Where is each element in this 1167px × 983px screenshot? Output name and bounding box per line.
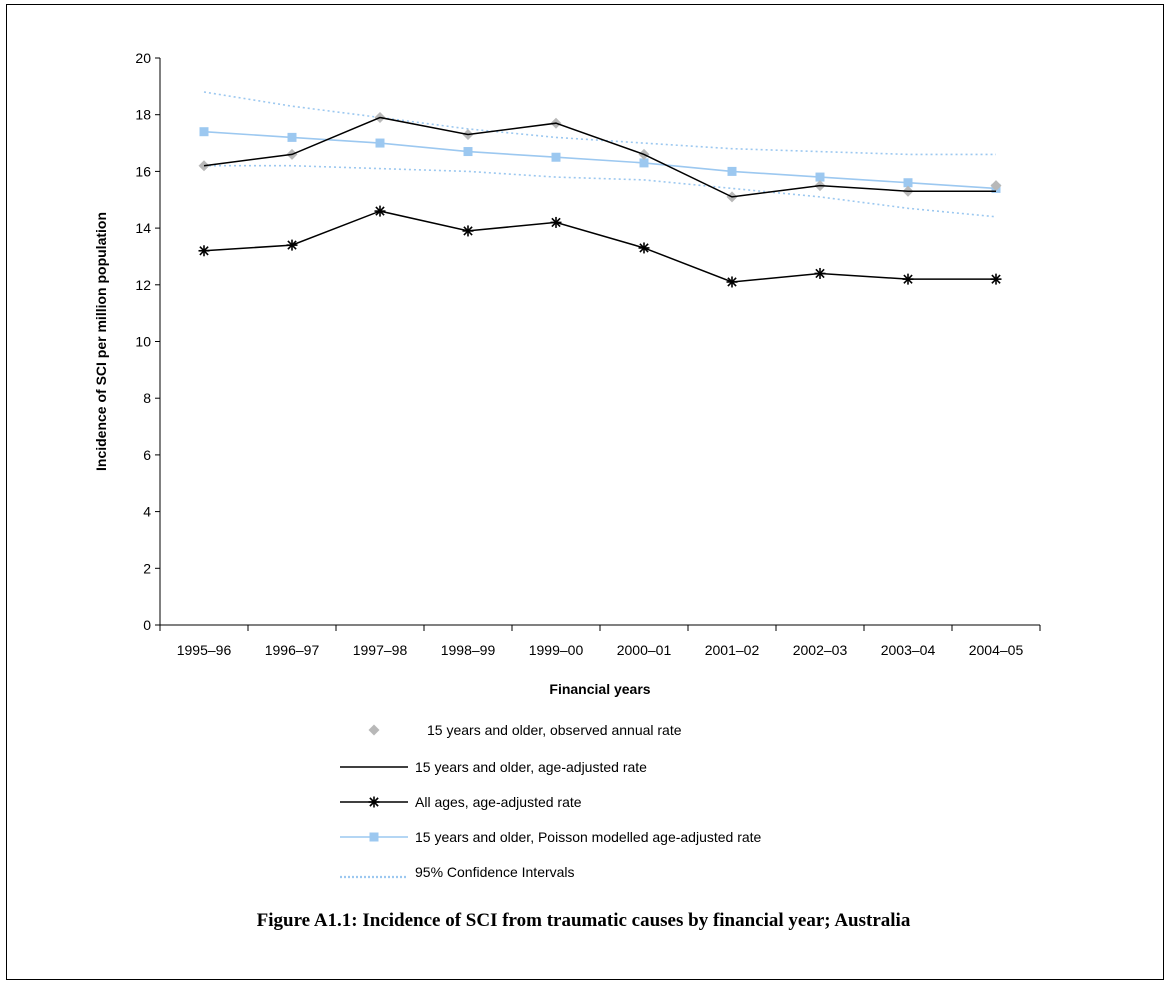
- y-tick-label: 10: [135, 334, 151, 350]
- all-ages-point: [198, 245, 210, 257]
- y-tick-label: 6: [143, 447, 151, 463]
- all-ages-point: [726, 276, 738, 288]
- line-chart: 0 2 4 6 8 10 12 14 16 18 20 1995–96 1996–97 1997–98 19…: [93, 50, 1041, 880]
- poisson-point: [199, 127, 209, 137]
- x-tick-label: 1996–97: [265, 642, 320, 658]
- x-tick-label: 1998–99: [441, 642, 496, 658]
- star-stroke: [463, 226, 473, 236]
- star-stroke: [903, 274, 913, 284]
- observed-point: [198, 160, 210, 172]
- y-tick-label: 14: [135, 220, 151, 236]
- star-stroke: [369, 797, 379, 807]
- poisson-line: [203, 130, 997, 190]
- plot-area: [198, 91, 1002, 288]
- all-ages-point: [638, 242, 650, 254]
- all-ages-point: [462, 225, 474, 237]
- y-tick-label: 20: [135, 50, 151, 66]
- ci-upper-line: [203, 91, 996, 156]
- poisson-point: [287, 132, 297, 142]
- x-tick-label: 1997–98: [353, 642, 408, 658]
- star-stroke: [727, 277, 737, 287]
- legend-label: All ages, age-adjusted rate: [415, 794, 582, 810]
- y-axis-title: Incidence of SCI per million population: [93, 212, 109, 471]
- all-ages-point: [902, 273, 914, 285]
- star-stroke: [815, 268, 825, 279]
- y-tick-label: 4: [143, 504, 151, 520]
- poisson-point: [815, 172, 825, 182]
- poisson-point: [463, 147, 473, 157]
- figure-caption: Figure A1.1: Incidence of SCI from traum…: [256, 910, 911, 931]
- legend-marker-all-ages: [368, 796, 380, 808]
- poisson-point: [903, 178, 913, 188]
- legend: 15 years and older, observed annual rate…: [340, 722, 762, 880]
- poisson-point: [551, 152, 561, 162]
- age-adjusted-line: [203, 116, 996, 198]
- legend-label: 95% Confidence Intervals: [415, 864, 575, 880]
- star-stroke: [639, 243, 649, 253]
- legend-label: 15 years and older, age-adjusted rate: [415, 759, 647, 775]
- ci-lower-line: [204, 164, 997, 218]
- legend-label: 15 years and older, observed annual rate: [427, 722, 682, 738]
- y-tick-label: 0: [143, 617, 151, 633]
- y-tick-label: 12: [135, 277, 151, 293]
- all-ages-point: [814, 267, 826, 279]
- all-ages-point: [550, 216, 562, 228]
- all-ages-line: [203, 210, 996, 283]
- y-tick-label: 2: [143, 560, 151, 576]
- star-stroke: [199, 246, 209, 256]
- all-ages-point: [374, 205, 386, 217]
- y-tick-label: 18: [135, 107, 151, 123]
- poisson-point: [639, 158, 649, 168]
- all-ages-point: [990, 273, 1002, 285]
- all-ages-point: [286, 239, 298, 251]
- star-stroke: [375, 206, 385, 216]
- legend-swatch-observed: [368, 724, 380, 736]
- star-stroke: [991, 274, 1001, 284]
- observed-point: [990, 180, 1002, 192]
- legend-marker-poisson: [369, 832, 379, 842]
- x-tick-label: 2001–02: [705, 642, 760, 658]
- y-tick-label: 8: [143, 390, 151, 406]
- x-tick-label: 2000–01: [617, 642, 672, 658]
- x-tick-label: 2002–03: [793, 642, 848, 658]
- x-tick-label: 2003–04: [881, 642, 936, 658]
- figure-frame: [6, 4, 1164, 980]
- star-stroke: [287, 240, 297, 250]
- poisson-point: [375, 138, 385, 148]
- x-tick-label: 1999–00: [529, 642, 584, 658]
- axes: 0 2 4 6 8 10 12 14 16 18 20 1995–96 1996–97 1997–98 19…: [135, 50, 1041, 658]
- x-axis-title: Financial years: [549, 681, 650, 697]
- legend-label: 15 years and older, Poisson modelled age…: [415, 829, 762, 845]
- poisson-point: [727, 166, 737, 176]
- y-tick-label: 16: [135, 163, 151, 179]
- star-stroke: [551, 217, 561, 228]
- x-tick-label: 2004–05: [969, 642, 1024, 658]
- x-tick-label: 1995–96: [177, 642, 232, 658]
